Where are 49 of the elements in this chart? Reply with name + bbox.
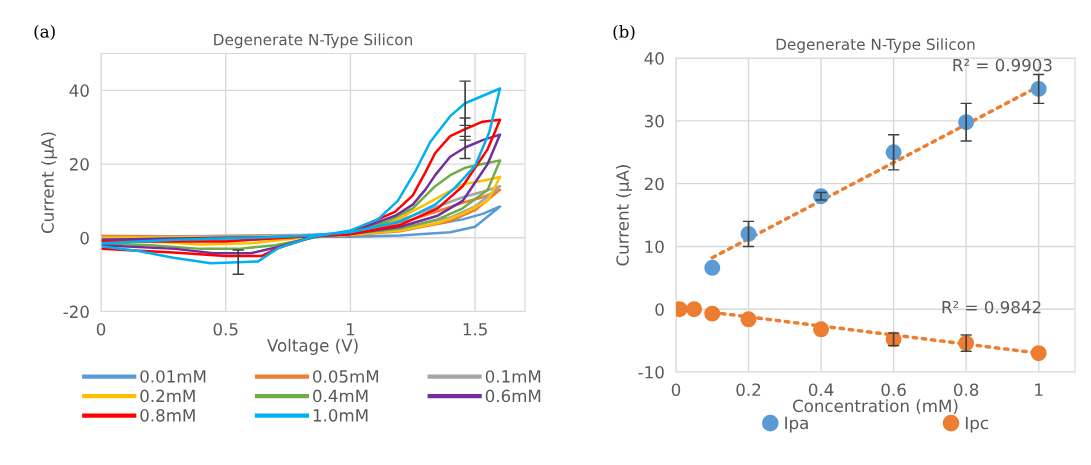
y-axis-title: Current (µA)	[615, 165, 633, 266]
point	[885, 144, 902, 161]
legend-label: 0.01mM	[140, 370, 206, 383]
y-tick-label: 40	[69, 84, 89, 97]
point	[686, 301, 703, 318]
legend-label: 0.8mM	[140, 409, 195, 422]
text: (b)	[613, 24, 635, 41]
x-axis-title: Voltage (V)	[267, 338, 358, 355]
point	[704, 305, 721, 322]
point	[1030, 345, 1047, 362]
x-tick-label: 0.5	[213, 322, 238, 336]
y-axis-title: Current (µA)	[41, 132, 58, 234]
y-tick-label: 0	[80, 231, 89, 245]
point	[740, 225, 757, 242]
annotation: R² = 0.9842	[942, 300, 1041, 314]
x-tick-label: 0	[96, 322, 106, 336]
chart-title: Degenerate N-Type Silicon	[776, 38, 975, 53]
line-series	[101, 87, 502, 265]
x-tick-label: 0.2	[736, 383, 761, 397]
point	[704, 259, 721, 276]
legend-label: 0.6mM	[485, 389, 541, 403]
y-tick-label: -20	[63, 305, 89, 319]
y-tick-label: 20	[69, 158, 89, 171]
x-tick-label: 0.6	[881, 383, 906, 397]
legend-label: 0.2mM	[140, 389, 195, 403]
y-tick-label: 40	[644, 52, 664, 65]
x-tick-label: 0.8	[954, 383, 979, 397]
legend-label: 0.05mM	[313, 370, 379, 383]
legend-label: Ipc	[965, 416, 988, 433]
point	[813, 321, 830, 338]
x-tick-label: 1	[1035, 383, 1043, 396]
y-tick-label: 20	[644, 177, 664, 191]
y-tick-label: 0	[655, 303, 664, 316]
legend-label: Ipa	[785, 416, 808, 433]
x-tick-label: 1.5	[463, 323, 487, 336]
x-tick-label: 0	[671, 383, 681, 397]
x-axis-title: Concentration (mM)	[793, 399, 958, 415]
x-tick-label: 1	[346, 323, 355, 336]
legend-label: 0.1mM	[485, 370, 541, 383]
y-tick-label: 30	[644, 114, 664, 128]
y-tick-label: 10	[645, 240, 664, 254]
annotation: R² = 0.9903	[953, 58, 1052, 72]
chart-title: Degenerate N-Type Silicon	[214, 33, 412, 49]
point	[740, 311, 757, 328]
text: (a)	[34, 24, 55, 41]
legend-label: 0.4mM	[313, 389, 368, 403]
x-tick-label: 0.4	[808, 383, 834, 397]
legend-label: 1.0mM	[313, 409, 368, 422]
y-tick-label: -10	[638, 365, 664, 379]
